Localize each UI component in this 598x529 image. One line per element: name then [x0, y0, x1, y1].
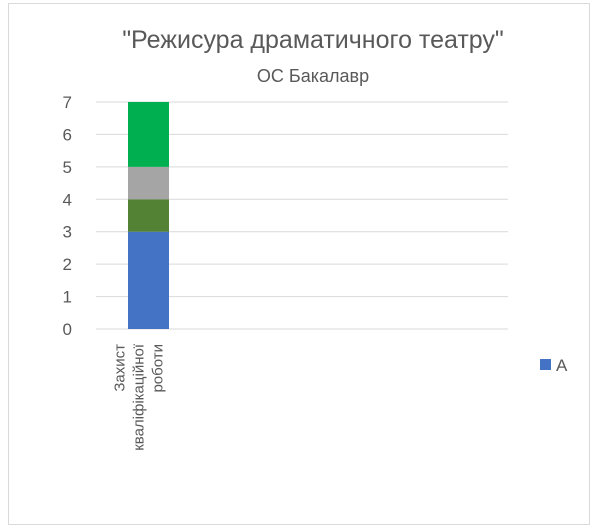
legend-swatch — [540, 359, 551, 370]
y-tick-label: 2 — [63, 255, 72, 274]
bar-segment-2 — [128, 166, 169, 200]
chart-subtitle: ОС Бакалавр — [257, 66, 369, 86]
category-label: Захист — [112, 344, 129, 392]
y-tick-label: 3 — [63, 223, 72, 242]
y-tick-label: 1 — [63, 288, 72, 307]
bar-segment-3 — [128, 102, 169, 167]
bar-segment-0 — [128, 231, 169, 329]
y-tick-label: 7 — [63, 93, 72, 112]
legend-label: А — [556, 356, 568, 375]
category-label: кваліфікаційної — [131, 343, 148, 451]
bar-segment-1 — [128, 199, 169, 232]
y-tick-label: 0 — [63, 320, 72, 339]
y-tick-label: 6 — [63, 125, 72, 144]
chart-title: "Режисура драматичного театру" — [122, 26, 504, 54]
y-tick-label: 4 — [63, 190, 72, 209]
y-tick-label: 5 — [63, 158, 72, 177]
category-label: роботи — [150, 344, 167, 393]
